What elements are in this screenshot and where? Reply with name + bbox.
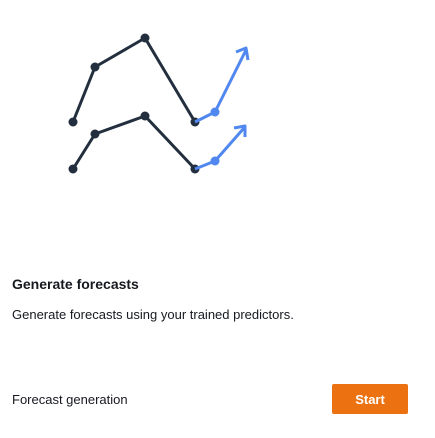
data-point [68,164,78,174]
data-point [68,117,78,127]
forecast-lines-icon [68,33,250,174]
forecast-arrow-head-upper [235,46,250,61]
forecast-generation-step: Forecast generation Start [12,384,408,414]
data-point [140,33,150,43]
forecast-line-lower [194,127,246,171]
forecast-point [210,107,220,117]
historic-line-lower [71,114,197,171]
step-label: Forecast generation [12,391,128,407]
data-point [140,111,150,121]
data-point [90,62,100,72]
data-point [90,129,100,139]
section-description: Generate forecasts using your trained pr… [12,307,294,322]
section-title: Generate forecasts [12,276,139,292]
forecast-point [210,156,220,166]
forecast-arrow-head-lower [233,124,247,137]
historic-line-upper [71,36,197,123]
start-button[interactable]: Start [332,384,408,414]
forecast-line-upper [194,49,248,124]
